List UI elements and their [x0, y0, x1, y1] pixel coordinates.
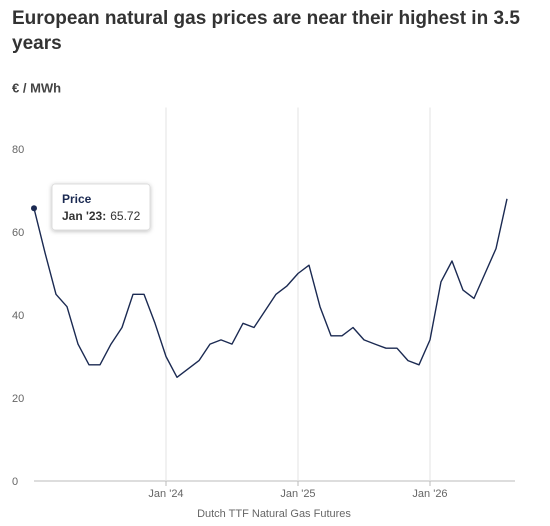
chart-title: European natural gas prices are near the… [12, 8, 520, 54]
hover-dot [31, 205, 37, 212]
tooltip-date: Jan '23: [62, 209, 106, 223]
x-tick-label: Jan '25 [280, 488, 315, 500]
x-tick-label: Jan '24 [148, 488, 183, 500]
y-tick-label: 40 [12, 310, 24, 322]
source: Dutch TTF Natural Gas Futures [197, 508, 351, 520]
tooltip: Price Jan '23: 65.72 [51, 183, 151, 231]
price-line [33, 198, 508, 378]
tooltip-box [51, 183, 151, 231]
y-tick-label: 80 [12, 144, 24, 156]
tooltip-title: Price [62, 192, 92, 206]
tooltip-value: 65.72 [110, 209, 140, 223]
y-axis-label: € / MWh [12, 80, 61, 95]
tooltip-text: Jan '23: 65.72 [62, 209, 141, 223]
y-tick-label: 60 [12, 227, 24, 239]
y-tick-label: 0 [12, 476, 18, 488]
y-tick-label: 20 [12, 393, 24, 405]
x-tick-label: Jan '26 [412, 488, 447, 500]
